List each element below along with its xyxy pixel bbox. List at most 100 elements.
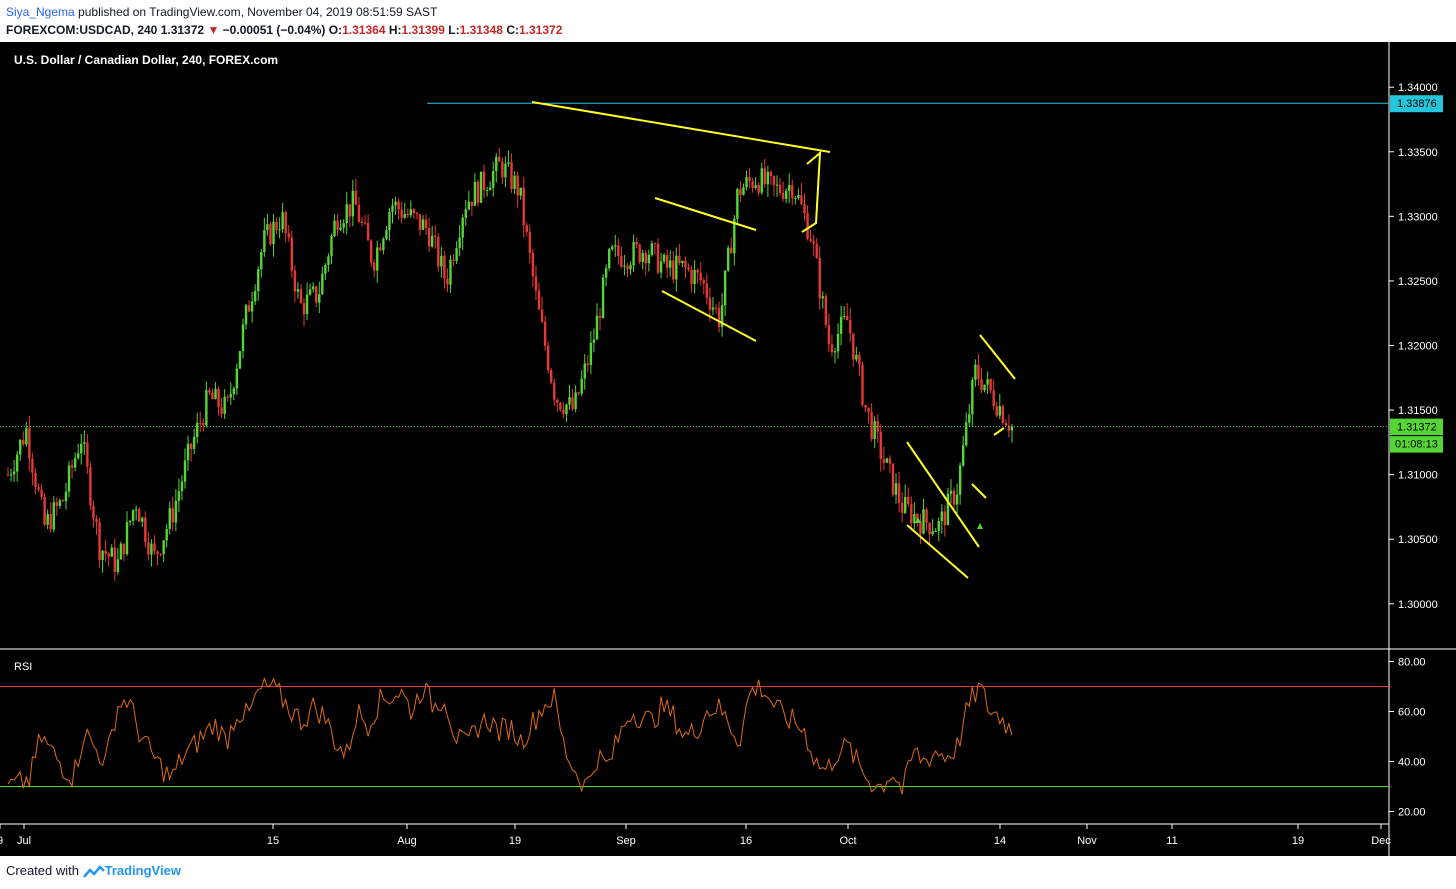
candle-body <box>211 392 214 399</box>
candle-body <box>437 236 440 267</box>
author-link[interactable]: Siya_Ngema <box>6 5 75 19</box>
candle-body <box>449 259 452 285</box>
candle-body <box>885 458 889 463</box>
candle-body <box>632 241 635 266</box>
candle-body <box>388 211 391 231</box>
candle-body <box>113 547 117 572</box>
candle-body <box>806 213 809 239</box>
candle-body <box>601 277 605 318</box>
flag-small[interactable] <box>801 150 822 233</box>
tradingview-logo-icon <box>82 864 105 878</box>
candle-body <box>958 465 962 495</box>
candle-body <box>678 255 681 263</box>
candle-body <box>742 187 745 195</box>
candle-body <box>571 397 574 410</box>
candle-body <box>498 156 501 162</box>
candle-body <box>565 404 568 415</box>
candle-body <box>827 324 831 345</box>
candle-body <box>104 550 107 554</box>
candle-body <box>842 315 846 317</box>
candle-body <box>696 270 699 273</box>
trendline-drawings[interactable] <box>531 101 1016 579</box>
candle-body <box>101 550 104 560</box>
candle-body <box>879 431 882 460</box>
candle-body <box>95 518 98 523</box>
candle-body <box>784 190 788 199</box>
candle-body <box>513 175 516 189</box>
candle-body <box>791 184 794 199</box>
candle-body <box>989 379 992 391</box>
candle-body <box>882 459 886 463</box>
candle-body <box>702 280 705 284</box>
candle-body <box>1007 425 1011 431</box>
candle-body <box>434 235 437 237</box>
candle-body <box>995 406 998 416</box>
candle-body <box>107 553 110 557</box>
candle-body <box>473 181 477 206</box>
candle-body <box>626 265 629 270</box>
publish-info: Siya_Ngema published on TradingView.com,… <box>6 5 437 19</box>
candle-body <box>424 219 428 229</box>
candle-body <box>568 397 571 405</box>
candle-body <box>836 333 840 352</box>
candle-body <box>650 243 654 255</box>
candle-body <box>492 171 495 188</box>
candle-body <box>574 392 577 410</box>
trendline-top[interactable] <box>531 101 831 153</box>
candle-body <box>598 315 602 318</box>
candle-body <box>589 342 593 365</box>
candle-body <box>327 256 330 265</box>
candle-body <box>607 249 611 269</box>
candle-body <box>861 364 864 405</box>
created-with: Created with TradingView <box>6 863 181 879</box>
pullback-lower[interactable] <box>993 427 1005 436</box>
candle-body <box>504 163 507 178</box>
candle-body <box>955 494 959 505</box>
candles-group <box>6 147 1014 581</box>
candle-body <box>763 168 767 185</box>
candle-body <box>403 214 406 218</box>
candle-body <box>867 407 870 412</box>
wedge-lower[interactable] <box>906 524 969 579</box>
candle-body <box>745 177 748 188</box>
tradingview-brand[interactable]: TradingView <box>104 863 181 878</box>
candle-body <box>6 474 10 476</box>
candle-body <box>443 255 446 279</box>
wedge-upper[interactable] <box>906 441 980 548</box>
chart-background <box>0 42 1456 856</box>
candle-body <box>809 238 812 241</box>
candle-body <box>952 490 956 505</box>
candle-body <box>144 517 147 542</box>
candle-body <box>653 243 657 245</box>
breakout-mark[interactable] <box>971 483 987 499</box>
pullback-upper[interactable] <box>979 334 1016 380</box>
candle-body <box>281 212 284 230</box>
candle-body <box>430 235 434 247</box>
candle-body <box>913 513 916 524</box>
candle-body <box>455 248 458 261</box>
rsi-tick-label: 80.00 <box>1398 657 1426 669</box>
candle-body <box>726 247 730 271</box>
candle-body <box>83 442 86 444</box>
candle-body <box>949 490 953 494</box>
channel-lower[interactable] <box>661 290 757 342</box>
candle-body <box>400 209 403 218</box>
candle-body <box>296 289 300 292</box>
footer: Created with TradingView <box>0 856 1456 889</box>
candle-body <box>788 184 791 191</box>
candle-body <box>846 315 849 321</box>
candle-body <box>351 190 355 217</box>
channel-upper[interactable] <box>654 197 757 231</box>
created-text: Created with <box>6 863 79 878</box>
candle-body <box>864 404 867 408</box>
time-tick-label: 14 <box>994 835 1006 847</box>
candle-body <box>376 247 379 271</box>
candle-body <box>333 220 336 237</box>
chart-canvas[interactable]: U.S. Dollar / Canadian Dollar, 240, FORE… <box>0 42 1456 856</box>
candle-body <box>824 296 828 325</box>
candle-body <box>922 509 925 534</box>
candle-body <box>339 227 342 230</box>
candle-body <box>705 283 709 298</box>
candle-body <box>665 254 669 268</box>
price-tick-label: 1.31000 <box>1398 470 1438 482</box>
